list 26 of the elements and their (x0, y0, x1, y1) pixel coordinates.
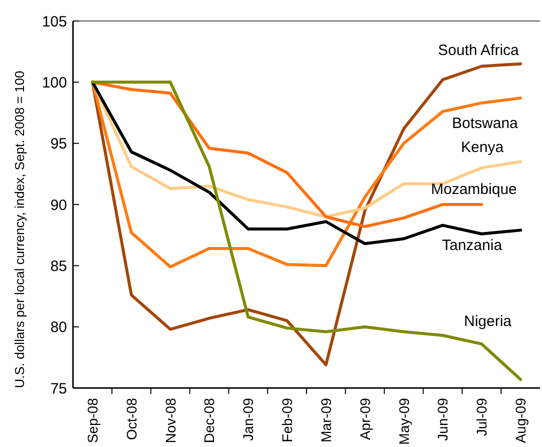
x-tick-label: Jun-09 (434, 398, 451, 441)
series-label: Nigeria (464, 313, 512, 330)
y-tick-label: 90 (50, 196, 67, 214)
y-tick-label: 75 (50, 380, 67, 398)
y-tick-label: 85 (50, 258, 67, 275)
x-tick-label: Nov-08 (162, 398, 178, 444)
y-tick-label: 105 (42, 13, 67, 30)
x-tick-label: Mar-09 (318, 398, 334, 442)
x-tick-label: May-09 (396, 398, 412, 445)
series-label: Botswana (452, 115, 519, 132)
series-label: South Africa (438, 42, 520, 59)
x-tick-label: Oct-08 (123, 398, 140, 440)
y-tick-label: 95 (50, 136, 67, 153)
x-tick-label: Jul-09 (474, 398, 490, 436)
series-label: Mozambique (431, 181, 517, 198)
x-tick-label: Apr-09 (356, 398, 373, 440)
y-tick-label: 100 (42, 74, 67, 92)
series-label: Tanzania (442, 237, 503, 254)
x-tick-label: Dec-08 (201, 398, 218, 444)
x-tick-label: Feb-09 (279, 398, 296, 442)
y-tick-label: 80 (50, 319, 67, 336)
y-axis-title: U.S. dollars per local currency, index, Sept. 2008 = 100 (12, 70, 27, 388)
series-label: Kenya (461, 139, 504, 156)
x-tick-label: Jan-09 (240, 398, 256, 441)
x-tick-label: Sep-08 (84, 398, 100, 444)
x-tick-label: Aug-09 (512, 398, 529, 444)
